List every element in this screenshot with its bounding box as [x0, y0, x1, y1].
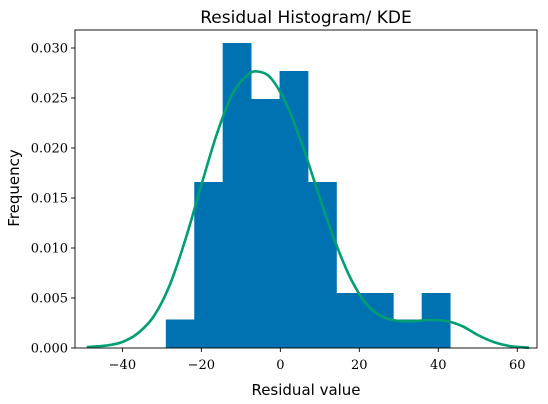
- x-axis-label: Residual value: [251, 381, 360, 399]
- plot-frame: [74, 29, 538, 349]
- x-tick-label: −40: [109, 358, 136, 373]
- y-tick-label: 0.015: [31, 192, 68, 207]
- histogram-bar: [165, 319, 195, 348]
- y-tick-label: 0.010: [31, 242, 68, 257]
- histogram-bar: [279, 71, 309, 348]
- y-tick-label: 0.005: [31, 292, 68, 307]
- histogram-bar: [307, 182, 337, 348]
- x-tick-label: 20: [351, 358, 368, 373]
- x-axis-ticks: −40 −20 0 20 40 60: [109, 348, 526, 373]
- x-tick-label: −20: [188, 358, 215, 373]
- kde-series: [86, 69, 530, 349]
- y-tick-label: 0.020: [31, 142, 68, 157]
- histogram-bar: [251, 99, 280, 348]
- histogram-bar: [364, 293, 394, 348]
- histogram-bars: [165, 43, 451, 348]
- x-tick-label: 60: [509, 358, 526, 373]
- y-tick-label: 0.000: [31, 342, 68, 357]
- histogram-bar: [393, 319, 423, 348]
- y-axis-ticks: 0.000 0.005 0.010 0.015 0.020 0.025 0.030: [31, 42, 75, 357]
- x-tick-label: 0: [276, 358, 284, 373]
- histogram-bar: [222, 43, 252, 348]
- histogram-bar: [194, 182, 224, 348]
- y-tick-label: 0.030: [31, 42, 68, 57]
- y-tick-label: 0.025: [31, 92, 68, 107]
- kde-line: [86, 69, 530, 349]
- x-tick-label: 40: [430, 358, 447, 373]
- chart-title: Residual Histogram/ KDE: [200, 8, 412, 28]
- histogram-bar: [336, 293, 366, 348]
- y-axis-label: Frequency: [5, 149, 23, 227]
